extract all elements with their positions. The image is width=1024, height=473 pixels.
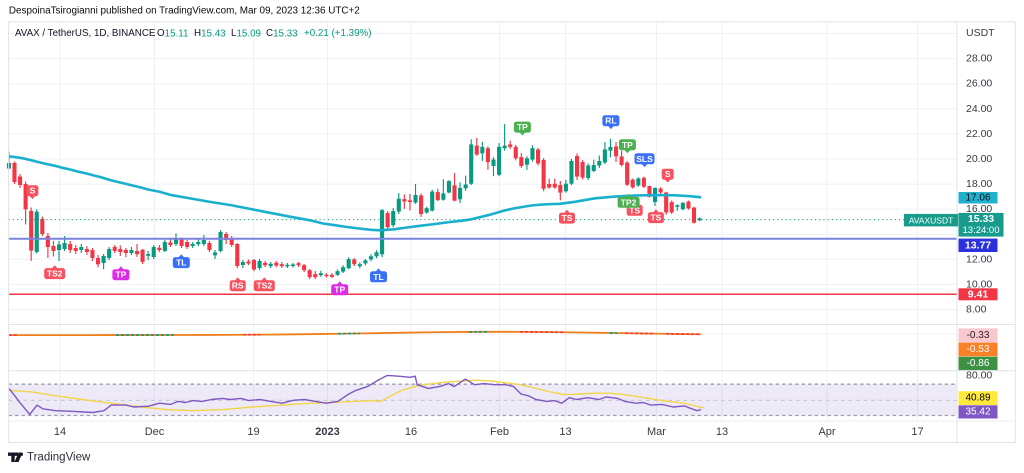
svg-text:O15.11: O15.11 bbox=[157, 28, 188, 39]
svg-text:-0.33: -0.33 bbox=[967, 330, 990, 341]
svg-text:22.00: 22.00 bbox=[966, 128, 992, 140]
svg-text:S: S bbox=[30, 186, 36, 196]
svg-text:80.00: 80.00 bbox=[966, 370, 992, 382]
svg-text:9.41: 9.41 bbox=[968, 288, 989, 300]
svg-text:18.00: 18.00 bbox=[966, 178, 992, 190]
svg-text:TS: TS bbox=[650, 213, 661, 223]
svg-text:26.00: 26.00 bbox=[966, 78, 992, 90]
svg-text:2023: 2023 bbox=[315, 426, 339, 438]
svg-text:13: 13 bbox=[716, 426, 728, 438]
svg-text:20.00: 20.00 bbox=[966, 153, 992, 165]
svg-text:TL: TL bbox=[176, 258, 186, 268]
svg-text:C15.33: C15.33 bbox=[266, 28, 298, 39]
svg-text:24.00: 24.00 bbox=[966, 103, 992, 115]
svg-text:TradingView: TradingView bbox=[27, 452, 91, 464]
svg-text:16: 16 bbox=[405, 426, 417, 438]
svg-text:8.00: 8.00 bbox=[966, 304, 987, 316]
svg-text:TP: TP bbox=[334, 285, 345, 295]
svg-text:S: S bbox=[665, 169, 671, 179]
svg-text:TS: TS bbox=[629, 205, 640, 215]
svg-text:Feb: Feb bbox=[490, 426, 509, 438]
svg-text:DespoinaTsirogianni published: DespoinaTsirogianni published on Trading… bbox=[9, 6, 360, 17]
svg-text:13: 13 bbox=[559, 426, 571, 438]
svg-text:USDT: USDT bbox=[966, 27, 995, 39]
svg-text:RS: RS bbox=[232, 281, 244, 291]
svg-text:TP2: TP2 bbox=[621, 197, 637, 207]
svg-text:Mar: Mar bbox=[647, 426, 666, 438]
svg-text:12.00: 12.00 bbox=[966, 253, 992, 265]
svg-text:19: 19 bbox=[247, 426, 259, 438]
svg-text:14: 14 bbox=[54, 426, 66, 438]
svg-text:-0.53: -0.53 bbox=[967, 344, 990, 355]
svg-text:10.00: 10.00 bbox=[966, 278, 992, 290]
svg-text:TP: TP bbox=[622, 140, 633, 150]
svg-text:17: 17 bbox=[911, 426, 923, 438]
svg-text:17.06: 17.06 bbox=[965, 192, 990, 203]
svg-text:TL: TL bbox=[373, 272, 383, 282]
svg-text:28.00: 28.00 bbox=[966, 53, 992, 65]
svg-text:H15.43: H15.43 bbox=[194, 28, 226, 39]
svg-text:L15.09: L15.09 bbox=[231, 28, 261, 39]
svg-text:Apr: Apr bbox=[818, 426, 835, 438]
svg-text:SLS: SLS bbox=[636, 154, 653, 164]
svg-text:40.89: 40.89 bbox=[965, 393, 990, 404]
svg-text:15.33: 15.33 bbox=[968, 213, 994, 225]
svg-text:AVAXUSDT: AVAXUSDT bbox=[909, 215, 954, 225]
svg-text:13.77: 13.77 bbox=[965, 239, 991, 251]
svg-text:-0.86: -0.86 bbox=[967, 358, 990, 369]
svg-text:TP: TP bbox=[517, 122, 528, 132]
svg-text:AVAX / TetherUS, 1D, BINANCE: AVAX / TetherUS, 1D, BINANCE bbox=[15, 28, 156, 39]
svg-text:TS2: TS2 bbox=[257, 281, 273, 291]
svg-text:16.00: 16.00 bbox=[966, 203, 992, 215]
svg-text:TP: TP bbox=[115, 270, 126, 280]
svg-text:35.42: 35.42 bbox=[965, 406, 990, 417]
svg-text:+0.21 (+1.39%): +0.21 (+1.39%) bbox=[304, 28, 372, 39]
svg-text:RL: RL bbox=[605, 116, 616, 126]
svg-text:Dec: Dec bbox=[145, 426, 165, 438]
svg-text:TS: TS bbox=[562, 213, 573, 223]
svg-text:TS2: TS2 bbox=[47, 269, 63, 279]
svg-text:13:24:00: 13:24:00 bbox=[963, 225, 1000, 236]
